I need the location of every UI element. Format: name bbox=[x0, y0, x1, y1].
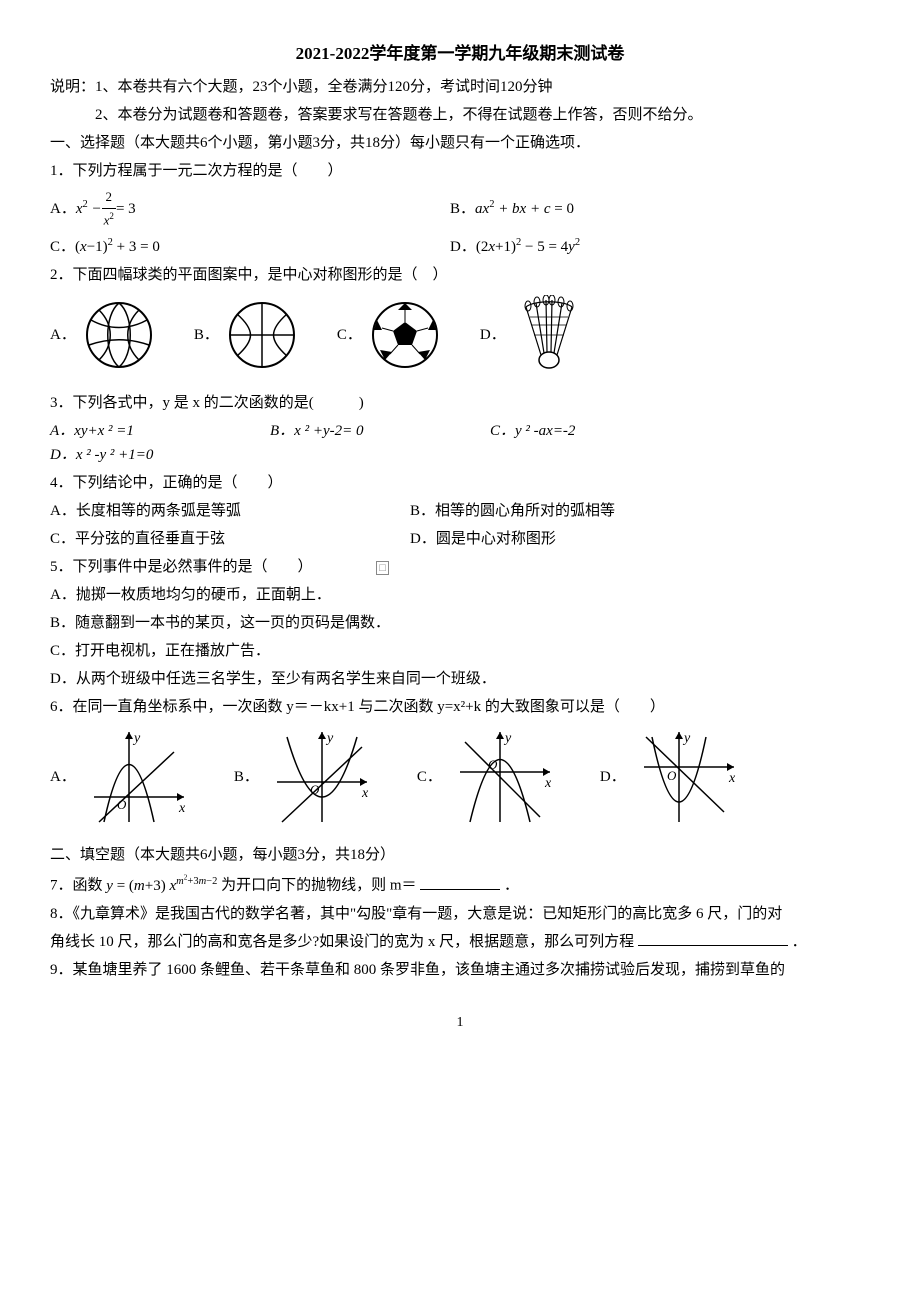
q2-d-label: D． bbox=[480, 323, 506, 347]
volleyball-icon bbox=[84, 300, 154, 370]
q2-opt-d: D． bbox=[480, 295, 584, 375]
q2-opt-c: C． bbox=[337, 300, 440, 370]
section-2-heading: 二、填空题（本大题共6小题，每小题3分，共18分） bbox=[50, 843, 870, 867]
svg-text:y: y bbox=[132, 731, 141, 746]
q7-blank bbox=[420, 874, 500, 890]
q2-c-label: C． bbox=[337, 323, 362, 347]
q1-a-math: x2 − bbox=[76, 197, 102, 221]
q1-a-eq: = 3 bbox=[116, 197, 136, 221]
q2-opt-b: B． bbox=[194, 300, 297, 370]
q2-stem: 2．下面四幅球类的平面图案中，是中心对称图形的是（ ） bbox=[50, 263, 870, 287]
q7-math: y = (m+3) xm2+3m−2 bbox=[106, 878, 217, 894]
q6-opt-c: C． y x O bbox=[417, 727, 560, 827]
q3-opt-a: A．xy+x ² =1 bbox=[50, 419, 230, 443]
q4-opt-b: B．相等的圆心角所对的弧相等 bbox=[410, 499, 615, 523]
q2-opt-a: A． bbox=[50, 300, 154, 370]
svg-text:y: y bbox=[325, 731, 334, 746]
q4-opt-c: C．平分弦的直径垂直于弦 bbox=[50, 527, 370, 551]
q1-b-label: B． bbox=[450, 197, 475, 221]
q2-b-label: B． bbox=[194, 323, 219, 347]
q8-post: ． bbox=[792, 934, 807, 950]
marker-icon: □ bbox=[376, 561, 389, 575]
q1-d-label: D． bbox=[450, 235, 476, 259]
q5-opt-b: B．随意翻到一本书的某页，这一页的页码是偶数． bbox=[50, 611, 870, 635]
svg-text:y: y bbox=[682, 731, 691, 746]
svg-text:y: y bbox=[503, 731, 512, 746]
q1-opt-a: A． x2 − 2x2 = 3 bbox=[50, 187, 410, 231]
page-title: 2021-2022学年度第一学期九年级期末测试卷 bbox=[50, 40, 870, 67]
svg-text:x: x bbox=[728, 771, 736, 786]
q3-opt-b: B．x ² +y-2= 0 bbox=[270, 419, 450, 443]
q1-opt-d: D． (2x+1)2 − 5 = 4y2 bbox=[450, 235, 810, 259]
q1-c-label: C． bbox=[50, 235, 75, 259]
graph-a-icon: y x O bbox=[84, 727, 194, 827]
q8-line1: 8．《九章算术》是我国古代的数学名著，其中"勾股"章有一题，大意是说：已知矩形门… bbox=[50, 902, 870, 926]
q1-opt-c: C． (x−1)2 + 3 = 0 bbox=[50, 235, 410, 259]
q3-opt-d: D．x ² -y ² +1=0 bbox=[50, 443, 230, 467]
q6-c-label: C． bbox=[417, 765, 442, 789]
q5-opt-c: C．打开电视机，正在播放广告． bbox=[50, 639, 870, 663]
q6-a-label: A． bbox=[50, 765, 76, 789]
q3-opt-c: C．y ² -ax=-2 bbox=[490, 419, 670, 443]
q5-stem-text: 5．下列事件中是必然事件的是（ ） bbox=[50, 559, 313, 575]
q5-stem: 5．下列事件中是必然事件的是（ ） □ bbox=[50, 555, 870, 579]
graph-d-icon: y x O bbox=[634, 727, 744, 827]
q4-opt-d: D．圆是中心对称图形 bbox=[410, 527, 556, 551]
soccer-ball-icon bbox=[370, 300, 440, 370]
q6-opt-a: A． y x O bbox=[50, 727, 194, 827]
svg-text:x: x bbox=[178, 801, 186, 816]
q1-d-math: (2x+1)2 − 5 = 4y2 bbox=[476, 235, 580, 259]
q9-line1: 9．某鱼塘里养了 1600 条鲤鱼、若干条草鱼和 800 条罗非鱼，该鱼塘主通过… bbox=[50, 958, 870, 982]
q1-stem: 1．下列方程属于一元二次方程的是（ ） bbox=[50, 159, 870, 183]
svg-text:x: x bbox=[544, 776, 552, 791]
graph-c-icon: y x O bbox=[450, 727, 560, 827]
q8-blank bbox=[638, 930, 788, 946]
q6-opt-b: B． y x O bbox=[234, 727, 377, 827]
q5-opt-a: A．抛掷一枚质地均匀的硬币，正面朝上． bbox=[50, 583, 870, 607]
q5-opt-d: D．从两个班级中任选三名学生，至少有两名学生来自同一个班级． bbox=[50, 667, 870, 691]
q4-opt-a: A．长度相等的两条弧是等弧 bbox=[50, 499, 370, 523]
q8-l2-text: 角线长 10 尺，那么门的高和宽各是多少?如果设门的宽为 x 尺，根据题意，那么… bbox=[50, 934, 634, 950]
instruction-1: 说明：1、本卷共有六个大题，23个小题，全卷满分120分，考试时间120分钟 bbox=[50, 75, 870, 99]
q1-c-math: (x−1)2 + 3 = 0 bbox=[75, 235, 160, 259]
q1-b-math: ax2 + bx + c = 0 bbox=[475, 197, 574, 221]
q1-a-label: A． bbox=[50, 197, 76, 221]
shuttlecock-icon bbox=[514, 295, 584, 375]
q7: 7．函数 y = (m+3) xm2+3m−2 为开口向下的抛物线，则 m＝ ． bbox=[50, 871, 870, 898]
svg-text:O: O bbox=[667, 768, 677, 783]
svg-text:x: x bbox=[361, 786, 369, 801]
q7-mid: 为开口向下的抛物线，则 m＝ bbox=[221, 878, 416, 894]
section-1-heading: 一、选择题（本大题共6个小题，第小题3分，共18分）每小题只有一个正确选项． bbox=[50, 131, 870, 155]
q3-stem: 3．下列各式中，y 是 x 的二次函数的是( ) bbox=[50, 391, 870, 415]
graph-b-icon: y x O bbox=[267, 727, 377, 827]
q8-line2: 角线长 10 尺，那么门的高和宽各是多少?如果设门的宽为 x 尺，根据题意，那么… bbox=[50, 930, 870, 954]
q6-d-label: D． bbox=[600, 765, 626, 789]
q7-post: ． bbox=[504, 878, 519, 894]
q7-pre: 7．函数 bbox=[50, 878, 106, 894]
q4-stem: 4．下列结论中，正确的是（ ） bbox=[50, 471, 870, 495]
q6-b-label: B． bbox=[234, 765, 259, 789]
q1-a-frac: 2x2 bbox=[102, 187, 116, 231]
q1-opt-b: B． ax2 + bx + c = 0 bbox=[450, 187, 810, 231]
page-number: 1 bbox=[50, 1012, 870, 1034]
q6-stem: 6．在同一直角坐标系中，一次函数 y＝－kx+1 与二次函数 y=x²+k 的大… bbox=[50, 695, 870, 719]
q2-a-label: A． bbox=[50, 323, 76, 347]
instruction-2: 2、本卷分为试题卷和答题卷，答案要求写在答题卷上，不得在试题卷上作答，否则不给分… bbox=[50, 103, 870, 127]
basketball-icon bbox=[227, 300, 297, 370]
q6-opt-d: D． y x O bbox=[600, 727, 744, 827]
